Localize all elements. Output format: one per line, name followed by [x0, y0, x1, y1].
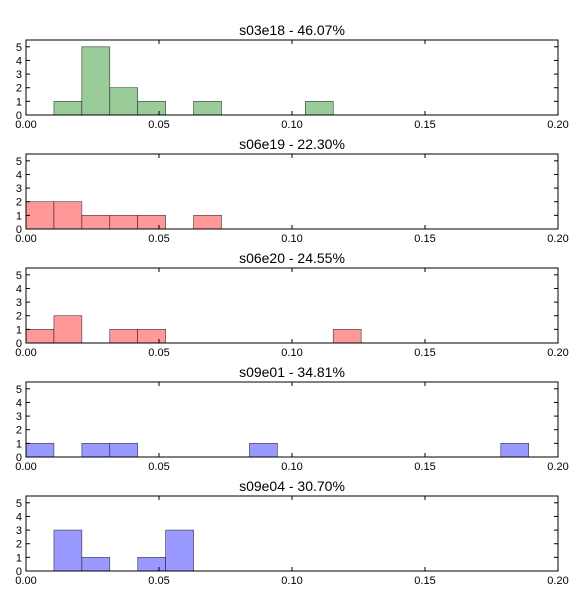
- y-tick-label: 4: [16, 511, 22, 523]
- x-tick-label: 0.15: [414, 347, 435, 359]
- histogram-bar: [500, 443, 530, 458]
- x-tick-label: 0.20: [547, 119, 568, 131]
- y-tick-label: 1: [16, 324, 22, 336]
- y-tick-label: 1: [16, 96, 22, 108]
- histogram-bar: [53, 315, 83, 344]
- x-tick-label: 0.15: [414, 575, 435, 587]
- x-tick-label: 0.05: [148, 119, 169, 131]
- y-tick-label: 0: [16, 452, 22, 464]
- histogram-bar: [81, 443, 111, 458]
- x-tick-label: 0.20: [547, 233, 568, 245]
- y-tick-label: 5: [16, 42, 22, 54]
- y-tick-label: 0: [16, 110, 22, 122]
- x-tick-label: 0.00: [15, 119, 36, 131]
- subplot-3: s06e20 - 24.55% 0 12 3 45 0.00 0.05 0.10 0.15 0.2…: [15, 250, 568, 359]
- histogram-bar: [249, 443, 278, 458]
- subplot-2: s06e19 - 22.30% 0 12 3 45 0.00 0.05 0.10 0.15 0.2…: [15, 136, 568, 245]
- histogram-bar: [137, 329, 166, 344]
- histogram-bar: [25, 201, 55, 230]
- y-tick-label: 3: [16, 525, 22, 537]
- histogram-bar: [137, 557, 166, 572]
- subplot-title: s09e01 - 34.81%: [239, 364, 345, 380]
- histogram-bar: [193, 101, 222, 116]
- y-tick-label: 3: [16, 69, 22, 81]
- subplot-title: s03e18 - 46.07%: [239, 22, 345, 38]
- x-tick-label: 0.05: [148, 575, 169, 587]
- y-tick-label: 0: [16, 566, 22, 578]
- x-tick-label: 0.05: [148, 347, 169, 359]
- subplot-title: s06e20 - 24.55%: [239, 250, 345, 266]
- x-tick-label: 0.15: [414, 233, 435, 245]
- histogram-bar: [165, 529, 194, 572]
- histogram-bar: [25, 443, 55, 458]
- x-tick-label: 0.00: [15, 575, 36, 587]
- x-tick-label: 0.10: [281, 575, 302, 587]
- x-tick-label: 0.10: [281, 347, 302, 359]
- histogram-bar: [53, 201, 83, 230]
- y-tick-label: 3: [16, 411, 22, 423]
- x-tick-label: 0.05: [148, 461, 169, 473]
- x-tick-label: 0.15: [414, 119, 435, 131]
- histogram-bar: [109, 329, 139, 344]
- x-tick-label: 0.00: [15, 461, 36, 473]
- histogram-bar: [304, 101, 334, 116]
- subplot-5: s09e04 - 30.70% 0 12 3 45 0.00 0.05 0.10 0.15 0.2…: [15, 478, 568, 587]
- y-tick-label: 1: [16, 210, 22, 222]
- y-tick-label: 0: [16, 224, 22, 236]
- histogram-bar: [109, 215, 139, 230]
- subplot-1: s03e18 - 46.07% 0 12 3 45 0.00 0.05 0.10 0.15 0.2…: [15, 22, 568, 131]
- histogram-bar: [137, 215, 166, 230]
- x-tick-label: 0.20: [547, 461, 568, 473]
- histogram-bar: [332, 329, 362, 344]
- x-tick-label: 0.05: [148, 233, 169, 245]
- y-tick-label: 4: [16, 283, 22, 295]
- y-tick-label: 5: [16, 156, 22, 168]
- histogram-bar: [81, 215, 111, 230]
- histogram-bar: [193, 215, 222, 230]
- y-tick-label: 1: [16, 552, 22, 564]
- histogram-bar: [25, 329, 55, 344]
- y-tick-label: 5: [16, 270, 22, 282]
- y-tick-label: 2: [16, 539, 22, 551]
- histogram-bar: [53, 101, 83, 116]
- y-tick-label: 2: [16, 311, 22, 323]
- subplot-title: s09e04 - 30.70%: [239, 478, 345, 494]
- x-tick-label: 0.10: [281, 233, 302, 245]
- y-tick-label: 5: [16, 384, 22, 396]
- y-tick-label: 4: [16, 169, 22, 181]
- y-tick-label: 2: [16, 425, 22, 437]
- x-tick-label: 0.00: [15, 347, 36, 359]
- y-tick-label: 3: [16, 297, 22, 309]
- y-tick-label: 4: [16, 397, 22, 409]
- x-tick-label: 0.10: [281, 461, 302, 473]
- subplot-4: s09e01 - 34.81% 0 12 3 45 0.00 0.05 0.10 0.15 0.2…: [15, 364, 568, 473]
- y-tick-label: 3: [16, 183, 22, 195]
- histogram-bar: [137, 101, 166, 116]
- x-tick-label: 0.20: [547, 575, 568, 587]
- y-tick-label: 1: [16, 438, 22, 450]
- y-tick-label: 0: [16, 338, 22, 350]
- subplot-title: s06e19 - 22.30%: [239, 136, 345, 152]
- x-tick-label: 0.15: [414, 461, 435, 473]
- x-tick-label: 0.10: [281, 119, 302, 131]
- histogram-bar: [81, 46, 111, 116]
- x-tick-label: 0.20: [547, 347, 568, 359]
- histogram-bar: [81, 557, 111, 572]
- y-tick-label: 4: [16, 55, 22, 67]
- histogram-bar: [109, 443, 139, 458]
- y-tick-label: 2: [16, 197, 22, 209]
- histogram-bar: [109, 87, 139, 116]
- y-tick-label: 5: [16, 498, 22, 510]
- plot-frame: [25, 267, 559, 344]
- x-tick-label: 0.00: [15, 233, 36, 245]
- histogram-bar: [53, 529, 83, 572]
- y-tick-label: 2: [16, 83, 22, 95]
